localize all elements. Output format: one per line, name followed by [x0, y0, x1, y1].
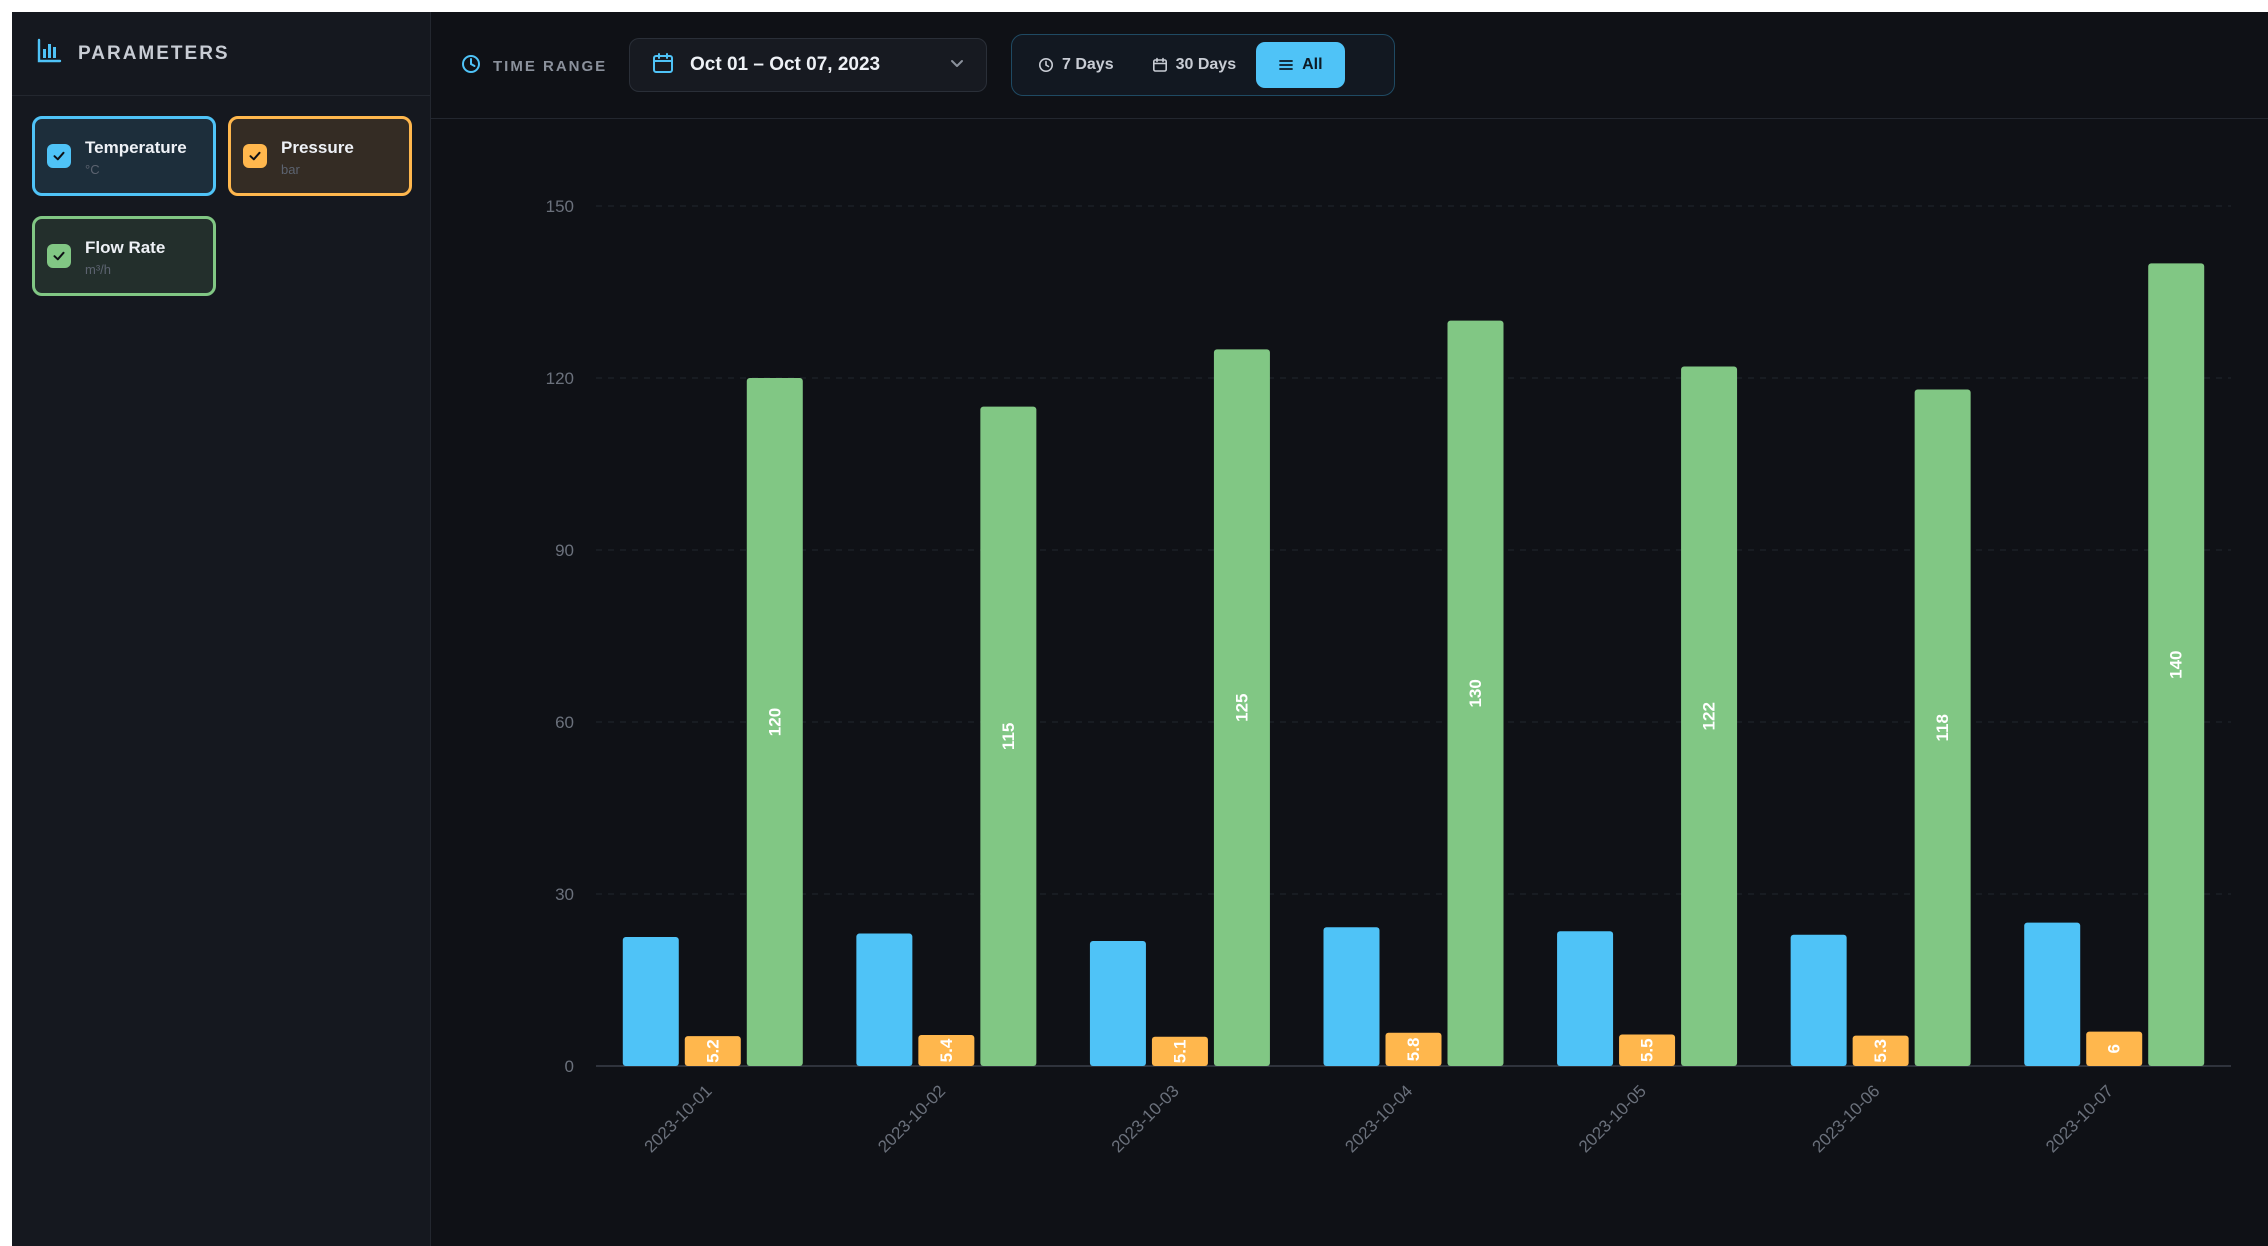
- bar-value-label: 118: [1933, 714, 1952, 741]
- bar-pressure: [684, 1036, 741, 1066]
- bar-pressure: [918, 1035, 975, 1066]
- bar-temperature: [1557, 931, 1614, 1066]
- param-card-flow-rate[interactable]: Flow Rate m³/h: [32, 216, 216, 296]
- bar-value-label: 122: [1700, 702, 1719, 730]
- bar-flow-rate: [980, 406, 1037, 1067]
- bar-pressure: [1151, 1036, 1208, 1066]
- y-tick-label: 150: [546, 197, 574, 216]
- bar-temperature: [1089, 941, 1146, 1066]
- bar-value-label: 140: [2167, 650, 2186, 678]
- y-tick-label: 0: [565, 1057, 574, 1076]
- bar-flow-rate: [1681, 366, 1738, 1066]
- param-unit: °C: [85, 162, 100, 177]
- range-selector: 7 Days 30 Days All: [1011, 34, 1395, 96]
- bar-value-label: 130: [1466, 679, 1485, 707]
- chevron-down-icon: [948, 54, 966, 77]
- bar-value-label: 5.8: [1404, 1038, 1423, 1062]
- param-unit: m³/h: [85, 262, 111, 277]
- parameter-list: Temperature °C Pressure bar Flow Rate m³/h: [32, 116, 412, 296]
- bar-value-label: 5.2: [703, 1039, 722, 1063]
- x-tick-label: 2023-10-02: [874, 1081, 949, 1156]
- calendar-icon: [652, 52, 674, 79]
- y-tick-label: 90: [555, 541, 574, 560]
- x-tick-label: 2023-10-04: [1341, 1081, 1416, 1156]
- bar-temperature: [856, 933, 913, 1066]
- bar-flow-rate: [2148, 263, 2205, 1066]
- checkbox-checked-icon[interactable]: [47, 244, 71, 268]
- chart-panel: 0 30 60 90 120 150 5.2 120 2023-10-01 5.4 115 2023-…: [431, 120, 2268, 1246]
- bar-flow-rate: [1447, 320, 1504, 1066]
- y-tick-label: 30: [555, 885, 574, 904]
- bar-value-label: 5.3: [1871, 1039, 1890, 1063]
- range-button-30-days[interactable]: 30 Days: [1134, 42, 1255, 88]
- bar-pressure: [1619, 1034, 1676, 1066]
- range-button-label: All: [1302, 56, 1323, 73]
- range-button-all[interactable]: All: [1256, 42, 1345, 88]
- app-window: PARAMETERS Temperature °C Pressure bar Flow …: [12, 12, 2268, 1246]
- bar-value-label: 120: [765, 708, 784, 736]
- param-name: Pressure: [281, 138, 354, 157]
- bar-value-label: 115: [999, 723, 1018, 750]
- range-button-label: 30 Days: [1175, 56, 1237, 73]
- x-tick-label: 2023-10-05: [1575, 1081, 1650, 1156]
- checkbox-checked-icon[interactable]: [47, 144, 71, 168]
- y-tick-label: 60: [555, 713, 574, 732]
- range-button-7-days[interactable]: 7 Days: [1020, 42, 1132, 88]
- bar-temperature: [2024, 922, 2081, 1066]
- bar-flow-rate: [1914, 389, 1971, 1066]
- time-range-label-text: TIME RANGE: [493, 57, 608, 75]
- x-tick-label: 2023-10-06: [1809, 1081, 1884, 1156]
- param-name: Temperature: [85, 138, 187, 157]
- bar-flow-rate: [746, 378, 803, 1066]
- param-unit: bar: [281, 162, 300, 177]
- bar-chart-icon: [36, 38, 62, 69]
- checkbox-checked-icon[interactable]: [243, 144, 267, 168]
- calendar-icon: [1152, 57, 1168, 73]
- clock-icon: [1038, 57, 1054, 73]
- sidebar-header: PARAMETERS: [12, 12, 430, 96]
- bar-temperature: [1323, 927, 1380, 1066]
- x-tick-label: 2023-10-01: [641, 1081, 716, 1156]
- param-card-temperature[interactable]: Temperature °C: [32, 116, 216, 196]
- date-range-value: Oct 01 – Oct 07, 2023: [690, 54, 881, 75]
- x-tick-label: 2023-10-03: [1108, 1081, 1183, 1156]
- bar-temperature: [1790, 934, 1847, 1066]
- param-card-pressure[interactable]: Pressure bar: [228, 116, 412, 196]
- bar-value-label: 5.5: [1638, 1038, 1657, 1062]
- toolbar: TIME RANGE Oct 01 – Oct 07, 2023 7 Days 3…: [431, 12, 2268, 119]
- y-tick-label: 120: [546, 369, 574, 388]
- bar-value-label: 5.4: [937, 1038, 956, 1062]
- time-range-label: TIME RANGE: [461, 54, 607, 78]
- param-name: Flow Rate: [85, 238, 166, 257]
- bar-value-label: 6: [2105, 1044, 2124, 1053]
- bar-temperature: [622, 937, 679, 1066]
- sidebar: PARAMETERS Temperature °C Pressure bar Flow …: [12, 12, 431, 1246]
- bar-pressure: [1852, 1035, 1909, 1066]
- bar-value-label: 5.1: [1170, 1040, 1189, 1064]
- date-range-picker[interactable]: Oct 01 – Oct 07, 2023: [629, 38, 987, 92]
- x-tick-label: 2023-10-07: [2042, 1081, 2117, 1156]
- bar-chart: 0 30 60 90 120 150 5.2 120 2023-10-01 5.4 115 2023-…: [546, 197, 2231, 1156]
- bar-value-label: 125: [1232, 693, 1251, 721]
- sidebar-title: PARAMETERS: [78, 42, 230, 64]
- bar-pressure: [1385, 1032, 1442, 1066]
- bar-pressure: [2086, 1031, 2143, 1066]
- range-button-label: 7 Days: [1062, 56, 1114, 73]
- list-icon: [1278, 57, 1294, 73]
- bar-flow-rate: [1213, 349, 1270, 1066]
- clock-icon: [461, 54, 481, 78]
